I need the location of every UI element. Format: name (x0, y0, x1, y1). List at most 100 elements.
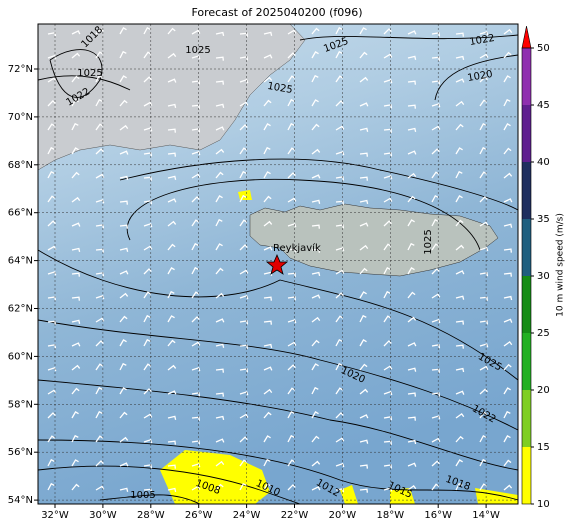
wind-barb (479, 296, 488, 301)
wind-barb (287, 296, 297, 301)
wind-barb (95, 74, 103, 83)
wind-barb (191, 196, 200, 203)
wind-barb (239, 170, 247, 179)
wind-barb (455, 219, 464, 227)
wind-barb (143, 26, 151, 35)
wind-barb (191, 366, 201, 372)
wind-barb (287, 75, 296, 83)
wind-barb (239, 391, 249, 396)
wind-barb (503, 198, 513, 203)
wind-barb (311, 316, 321, 323)
wind-barb (479, 388, 489, 395)
wind-barb (383, 243, 392, 251)
colorbar-tick-label: 10 (537, 499, 550, 510)
wind-barb (71, 30, 81, 35)
wind-barb (287, 248, 297, 253)
y-tick-label: 58°N (8, 399, 33, 410)
wind-barb (47, 54, 57, 60)
wind-barb (263, 76, 273, 83)
x-tick-label: 18°W (376, 510, 404, 521)
wind-barb (263, 388, 273, 395)
wind-barb (311, 123, 320, 131)
wind-barb (191, 341, 201, 347)
wind-barb (431, 32, 441, 37)
wind-barb (239, 78, 249, 84)
wind-barb (479, 221, 489, 227)
wind-barb (431, 171, 440, 179)
wind-barb (311, 199, 321, 204)
wind-barb (167, 152, 177, 157)
wind-barb (143, 363, 152, 371)
wind-barbs (47, 26, 513, 493)
wind-barb (95, 340, 104, 347)
wind-barb (407, 367, 417, 372)
x-tick-label: 14°W (472, 510, 500, 521)
wind-barb (431, 293, 441, 299)
contour-label: 1025 (77, 68, 102, 79)
wind-barb (407, 485, 417, 491)
wind-barb (383, 175, 393, 180)
wind-barb (263, 320, 272, 325)
wind-barb (167, 315, 175, 323)
wind-barb (239, 482, 247, 491)
wind-barb (143, 338, 151, 347)
wind-barb (359, 314, 367, 323)
wind-barb (191, 29, 201, 35)
wind-barb (167, 440, 177, 445)
wind-barb (383, 128, 392, 133)
wind-barb (407, 55, 417, 60)
wind-barb (431, 344, 441, 349)
wind-barb (383, 78, 393, 84)
wind-barb (263, 366, 273, 371)
wind-barb (503, 363, 512, 371)
wind-barb (95, 485, 105, 491)
wind-barb (503, 341, 513, 347)
x-tick-label: 20°W (329, 510, 357, 521)
wind-barb (335, 100, 344, 107)
wind-barb (167, 464, 176, 469)
wind-barb (119, 99, 128, 107)
wind-barb (215, 103, 225, 108)
wind-barb (71, 171, 80, 179)
wind-barb (503, 172, 513, 179)
wind-barb (335, 26, 343, 35)
wind-barb (335, 176, 345, 181)
wind-barb (335, 269, 345, 275)
wind-barb (263, 271, 273, 276)
x-tick-label: 26°W (185, 510, 213, 521)
wind-barb (95, 435, 104, 443)
colorbar-segment (522, 276, 531, 333)
wind-barb (311, 271, 321, 277)
wind-barb (503, 223, 513, 228)
wind-barb (287, 222, 297, 228)
wind-barb (119, 75, 127, 83)
colorbar-tick-label: 20 (537, 385, 550, 396)
wind-barb (359, 388, 369, 395)
wind-barb (191, 150, 201, 156)
plot-frame (37, 23, 519, 505)
wind-barb (503, 484, 513, 491)
wind-barb (119, 270, 129, 275)
wind-barb (239, 436, 248, 443)
wind-barb (287, 434, 295, 443)
wind-barb (239, 56, 249, 61)
wind-barb (455, 482, 463, 491)
wind-barb (431, 103, 441, 108)
wind-barb (143, 413, 153, 419)
wind-barb (71, 342, 81, 347)
wind-barb (95, 98, 103, 107)
contour-label: 1025 (266, 81, 293, 96)
wind-barb (71, 222, 81, 227)
wind-barb (191, 266, 199, 275)
wind-barb (335, 338, 343, 347)
wind-barb (455, 100, 465, 107)
wind-barb (503, 123, 511, 131)
wind-barb (287, 172, 296, 179)
wind-barb (71, 75, 80, 83)
wind-barb (383, 220, 392, 227)
wind-barb (71, 434, 79, 443)
wind-barb (479, 272, 489, 277)
wind-barb (191, 485, 201, 491)
wind-barb (431, 415, 441, 420)
